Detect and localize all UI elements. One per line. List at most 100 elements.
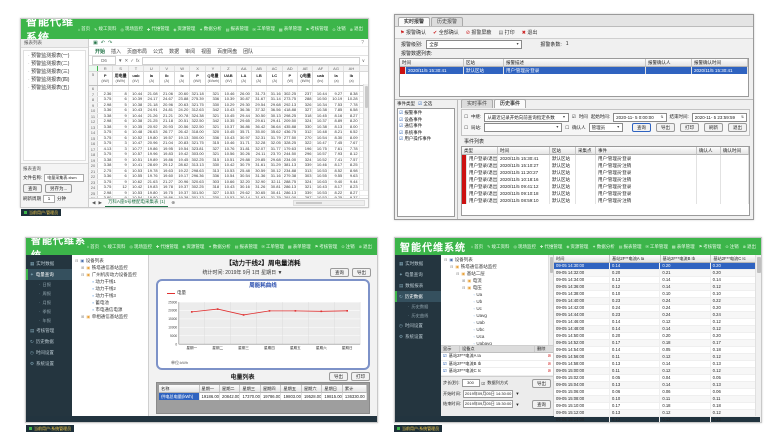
sheet-cell[interactable]: 26.00 xyxy=(237,91,252,96)
nav-item[interactable]: ✦ 数据分析 xyxy=(208,244,230,250)
row-number[interactable]: 13 xyxy=(89,124,98,130)
sheet-cell[interactable]: 10.46 xyxy=(313,163,329,168)
sheet-cell[interactable]: 8.17 xyxy=(329,163,345,168)
sheet-cell[interactable]: 322.50 xyxy=(191,124,206,129)
tree-node[interactable]: ⊞ ▣ 单相通信基站监控 xyxy=(73,313,147,320)
tree-node[interactable]: ⊟ ▣ 铁塔通信基站监控 xyxy=(442,263,552,270)
sheet-cell[interactable]: 321 xyxy=(206,152,222,157)
nav-item[interactable]: ▤ 报表管理 xyxy=(619,244,642,250)
sheet-cell[interactable]: 32.90 xyxy=(252,179,268,184)
sheet-cell[interactable]: 10.54 xyxy=(313,135,329,140)
sheet-cell[interactable]: 10.53 xyxy=(313,196,329,198)
end-time-field[interactable]: 2020-11- 5 23:59:59 ⇅ xyxy=(691,112,748,122)
sheet-cell[interactable]: 303.00 xyxy=(191,152,206,157)
toolbar-button[interactable]: ✔ 全部确认 xyxy=(433,29,459,37)
sheet-cell[interactable]: 7.67 xyxy=(344,141,360,146)
sheet-cell[interactable]: 19.78 xyxy=(160,185,175,190)
sheet-cell[interactable]: 8.27 xyxy=(344,113,360,118)
sheet-cell[interactable]: 318 xyxy=(298,113,314,118)
sheet-cell[interactable]: 2.98 xyxy=(98,119,114,124)
sheet-cell[interactable]: 30.12 xyxy=(267,168,283,173)
sidebar-item[interactable]: ⚙ 系统设置 xyxy=(395,331,441,342)
tree-node[interactable]: ◦ Uab xyxy=(442,319,552,326)
sidebar-item[interactable]: ✦ 电量查询 xyxy=(395,269,441,280)
sheet-cell[interactable]: 3.75 xyxy=(98,141,114,146)
row-number[interactable]: 10 xyxy=(89,108,98,113)
sheet-cell[interactable]: 321.75 xyxy=(191,141,206,146)
sheet-cell[interactable]: 10.50 xyxy=(313,97,329,102)
sheet-cell[interactable]: 8.20 xyxy=(344,119,360,124)
sheet-cell[interactable]: 19.80 xyxy=(144,196,160,198)
history-row[interactable]: 09-05 14:30:00 0.14 0.20 0.20 xyxy=(554,263,761,270)
col-header[interactable]: 区站 xyxy=(464,59,504,67)
sheet-cell[interactable] xyxy=(113,86,129,91)
sidebar-item[interactable]: · 季报 xyxy=(26,307,72,316)
sheet-cell[interactable] xyxy=(298,86,314,91)
toolbar-button[interactable]: ▤ 打印 xyxy=(498,29,514,37)
sheet-cell[interactable] xyxy=(313,86,329,91)
tree-expander-icon[interactable]: ⊞ xyxy=(81,265,85,270)
sheet-cell[interactable]: 21.25 xyxy=(144,119,160,124)
sheet-cell[interactable]: 3.38 xyxy=(98,124,114,129)
sheet-cell[interactable]: 6.58 xyxy=(344,108,360,113)
sidebar-item[interactable]: ↻ 历史数据 xyxy=(395,291,441,302)
sheet-cell[interactable]: 8.30 xyxy=(329,135,345,140)
relay-checkbox[interactable]: ☐ xyxy=(464,114,469,119)
col-header[interactable]: 名称 xyxy=(159,385,200,393)
report-tree-item[interactable]: 预警监测报表(五) xyxy=(25,84,84,92)
sheet-tab[interactable]: 万科A座5号楼配电采集表 (1) xyxy=(104,199,169,207)
alarm-tab[interactable]: 历史报警 xyxy=(431,17,464,26)
col-header[interactable]: 采集点 xyxy=(576,146,596,155)
sheet-cell[interactable]: 324 xyxy=(298,179,314,184)
sheet-cell[interactable]: 29.85 xyxy=(252,157,268,162)
sheet-cell[interactable]: 277.50 xyxy=(283,135,299,140)
nav-item[interactable]: ✎ 竣工资料 xyxy=(487,244,509,250)
column-letter[interactable]: R xyxy=(98,66,114,71)
nav-item[interactable]: ✦ 数据分析 xyxy=(199,26,221,32)
sheet-cell[interactable]: 19.96 xyxy=(144,152,160,157)
sheet-cell[interactable]: 24.20 xyxy=(175,108,191,113)
col-header[interactable]: 星期日 xyxy=(322,385,343,393)
sheet-cell[interactable]: 320.63 xyxy=(191,179,206,184)
history-row[interactable]: 09-05 15:04:00 0.13 0.14 0.13 xyxy=(554,382,761,389)
undo-icon[interactable]: ↶ xyxy=(100,39,105,46)
step-input[interactable]: 300 xyxy=(461,379,480,387)
sheet-cell[interactable]: 301.13 xyxy=(190,196,206,198)
sidebar-item[interactable]: · 年报 xyxy=(26,316,72,325)
sheet-cell[interactable]: 10.28 xyxy=(344,97,360,102)
cell-name-box[interactable]: D6 xyxy=(92,56,116,65)
sheet-cell[interactable]: 302.25 xyxy=(191,185,206,190)
history-row[interactable]: 09-05 14:34:00 0.13 0.14 0.14 xyxy=(554,277,761,284)
history-row[interactable]: 09-05 14:32:00 0.20 0.21 0.20 xyxy=(554,270,761,277)
sheet-cell[interactable]: 9.44 xyxy=(344,179,360,184)
event-type-item[interactable]: ☑ 设备事件 xyxy=(399,117,453,124)
nav-item[interactable]: ⌂ 首页 xyxy=(87,244,99,250)
export-button[interactable]: 导出 xyxy=(532,378,551,388)
sheet-cell[interactable]: 10.57 xyxy=(129,152,145,157)
ribbon-tab[interactable]: 视图 xyxy=(201,48,212,55)
sheet-cell[interactable]: 35.00 xyxy=(252,130,268,135)
sheet-cell[interactable]: 9 xyxy=(113,152,129,157)
sheet-cell[interactable]: 234.88 xyxy=(283,168,299,173)
sheet-cell[interactable]: 291.00 xyxy=(283,196,299,198)
sheet-cell[interactable]: 327 xyxy=(206,146,222,151)
select-all-checkbox[interactable]: ☑ 全选 xyxy=(418,101,432,108)
chart-action-button[interactable]: 导出 xyxy=(352,268,371,277)
sheet-cell[interactable]: 19.86 xyxy=(160,157,175,162)
sheet-cell[interactable]: 8.38 xyxy=(344,91,360,96)
namebox-dropdown-icon[interactable]: ▼ xyxy=(118,58,123,63)
sheet-cell[interactable]: 10.52 xyxy=(313,157,329,162)
time-picker[interactable]: 统计时间: 2019年 9月 1日 星期日 ▼ xyxy=(155,269,330,276)
sidebar-item[interactable]: ↻ 历史数据 xyxy=(26,336,72,347)
sidebar-item[interactable]: ◷ 时间设置 xyxy=(395,320,441,331)
sheet-cell[interactable]: 321 xyxy=(206,91,222,96)
sheet-cell[interactable]: 288.75 xyxy=(283,179,299,184)
table-action-button[interactable]: 打印 xyxy=(351,372,370,381)
save-icon[interactable]: ▣ xyxy=(93,39,98,46)
sheet-cell[interactable]: 339 xyxy=(298,163,314,168)
sidebar-item[interactable]: ⚙ 系统设置 xyxy=(26,358,72,369)
row-number[interactable]: 9 xyxy=(89,102,98,108)
sheet-cell[interactable]: 342 xyxy=(206,108,222,113)
sheet-cell[interactable]: 10.38 xyxy=(313,124,329,129)
sheet-cell[interactable]: 20.56 xyxy=(175,124,191,129)
